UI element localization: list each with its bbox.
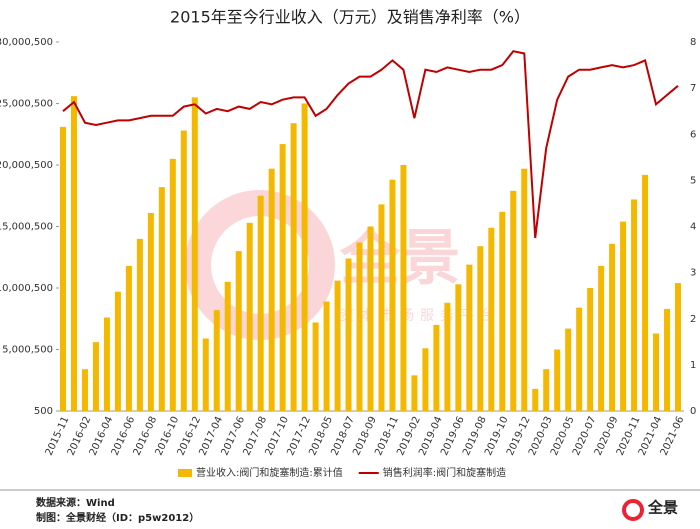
- source: 数据来源：Wind: [36, 496, 115, 509]
- bar: [114, 291, 121, 411]
- bar: [180, 130, 187, 411]
- legend-label: 销售利润率:阀门和旋塞制造: [383, 466, 506, 479]
- bar: [642, 174, 649, 411]
- y2-tick-label: 1: [690, 360, 696, 371]
- bar: [224, 281, 231, 411]
- bar: [235, 251, 242, 411]
- logo-text: 全景: [647, 499, 678, 517]
- bar: [631, 199, 638, 411]
- bar: [301, 103, 308, 411]
- bar: [136, 238, 143, 411]
- bar: [103, 317, 110, 411]
- bar: [169, 158, 176, 411]
- bar: [202, 338, 209, 411]
- y2-tick-label: 8: [690, 37, 696, 48]
- bar: [488, 227, 495, 411]
- bar: [532, 388, 539, 411]
- y2-tick-label: 4: [690, 222, 696, 233]
- bar: [620, 221, 627, 411]
- bar: [521, 168, 528, 411]
- bar: [60, 126, 66, 411]
- bar: [499, 211, 506, 411]
- bar: [378, 204, 385, 411]
- bar: [433, 324, 440, 411]
- bar: [279, 144, 286, 412]
- y2-tick-label: 6: [690, 129, 696, 140]
- bar: [411, 375, 418, 411]
- bar: [543, 369, 550, 411]
- y-tick-label: 25,000,500: [0, 99, 53, 110]
- y2-tick-label: 3: [690, 268, 696, 279]
- bar: [92, 342, 99, 411]
- bar: [158, 187, 165, 411]
- bar: [356, 242, 363, 411]
- bar: [565, 328, 572, 411]
- bar: [554, 349, 561, 411]
- y2-tick-label: 5: [690, 175, 696, 186]
- bar: [268, 168, 275, 411]
- bar: [466, 264, 473, 411]
- line: [62, 50, 679, 239]
- y2-tick-label: 2: [690, 314, 696, 325]
- bar: [389, 179, 396, 411]
- bar: [147, 212, 154, 411]
- bar: [213, 310, 220, 411]
- bar: [455, 284, 462, 411]
- bar: [334, 280, 341, 411]
- y-tick-label: 15,000,500: [0, 222, 53, 233]
- y2-tick-label: 7: [690, 83, 696, 94]
- bar: [323, 301, 330, 411]
- bar: [477, 246, 484, 411]
- bar: [422, 348, 429, 411]
- bar: [598, 265, 605, 411]
- bar: [70, 96, 77, 411]
- y-tick-label: 10,000,500: [0, 283, 53, 294]
- bar: [444, 302, 451, 411]
- chart-title: 2015年至今行业收入（万元）及销售净利率（%）: [170, 8, 530, 27]
- watermark-sub: 资本市场服务平台: [340, 307, 500, 324]
- credit: 制图：全景财经（ID：p5w2012）: [36, 511, 199, 524]
- bar: [510, 190, 517, 411]
- logo-icon: [622, 499, 644, 521]
- bar: [664, 308, 671, 411]
- bar: [609, 243, 616, 411]
- bar: [653, 333, 660, 411]
- bar: [81, 369, 88, 411]
- y-tick-label: 20,000,500: [0, 160, 53, 171]
- y-tick-label: 5,000,500: [2, 345, 53, 356]
- legend-swatch: [178, 469, 192, 477]
- y2-tick-label: 0: [690, 406, 696, 417]
- bar: [587, 288, 594, 411]
- bar: [367, 226, 374, 411]
- bar: [290, 123, 297, 411]
- bar: [675, 283, 681, 411]
- bar: [345, 258, 352, 411]
- bar: [400, 165, 407, 411]
- bar: [191, 97, 198, 412]
- bar: [576, 307, 583, 411]
- bar: [125, 265, 132, 411]
- y-tick-label: 30,000,500: [0, 37, 53, 48]
- bar: [246, 222, 253, 411]
- legend-label: 营业收入:阀门和旋塞制造:累计值: [196, 466, 343, 479]
- bar: [312, 322, 319, 411]
- y-tick-label: 500: [34, 406, 53, 417]
- bar: [257, 195, 264, 411]
